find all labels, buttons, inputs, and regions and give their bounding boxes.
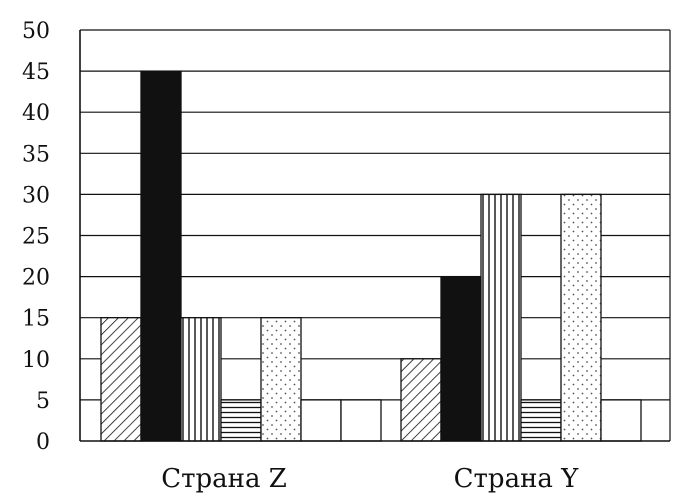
bar-y-2 xyxy=(440,275,482,442)
y-tick-label: 40 xyxy=(22,101,50,126)
bar-z-2 xyxy=(140,70,182,442)
bar-y-3 xyxy=(480,193,522,442)
y-tick-label: 45 xyxy=(22,60,50,85)
bar-z-6 xyxy=(300,399,342,442)
bar-z-4 xyxy=(220,399,262,442)
bar-z-5 xyxy=(260,317,302,442)
bar-z-7 xyxy=(340,399,382,442)
labels: 0 5 10 15 20 25 30 35 40 45 50 Страна Z Страна Y xyxy=(22,19,579,494)
y-tick-label: 15 xyxy=(22,307,50,332)
category-label: Страна Y xyxy=(454,464,580,494)
y-tick-label: 0 xyxy=(36,430,50,455)
bars xyxy=(100,70,642,442)
y-tick-label: 30 xyxy=(22,183,50,208)
axes xyxy=(79,30,671,442)
bar-y-6 xyxy=(600,399,642,442)
category-label: Страна Z xyxy=(161,464,287,494)
y-tick-label: 10 xyxy=(22,348,50,373)
y-tick-label: 20 xyxy=(22,266,50,291)
bar-y-4 xyxy=(520,399,562,442)
bar-z-3 xyxy=(180,317,222,442)
y-tick-label: 35 xyxy=(22,142,50,167)
y-tick-label: 25 xyxy=(22,225,50,250)
bar-z-1 xyxy=(100,317,142,442)
y-tick-label: 50 xyxy=(22,19,50,44)
bar-y-5 xyxy=(560,193,602,442)
bar-y-1 xyxy=(400,358,442,442)
y-tick-label: 5 xyxy=(36,389,50,414)
